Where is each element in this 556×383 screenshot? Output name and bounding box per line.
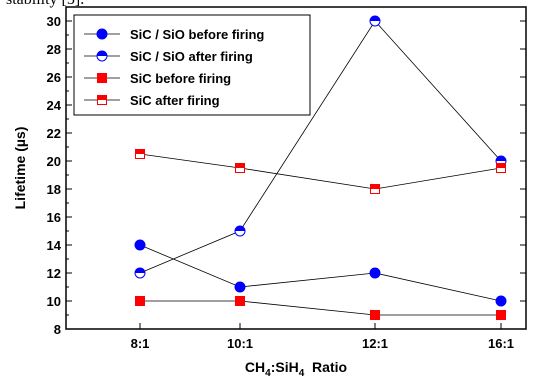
- y-tick-label: 16: [47, 210, 61, 225]
- series-3-point: [496, 310, 506, 320]
- marker-fill-half: [235, 163, 245, 168]
- x-tick-label: 12:1: [362, 336, 388, 351]
- y-tick-label: 26: [47, 70, 61, 85]
- legend: SiC / SiO before firing SiC / SiO after f…: [73, 14, 311, 116]
- series-3-point: [235, 296, 245, 306]
- marker-shape: [370, 310, 380, 320]
- y-axis-title: Lifetime (µs): [12, 127, 28, 210]
- marker-shape: [97, 73, 107, 83]
- marker-shape: [495, 295, 507, 307]
- legend-marker: [97, 73, 107, 83]
- y-tick-label: 22: [47, 126, 61, 141]
- marker-shape: [369, 267, 381, 279]
- x-tick-label: 16:1: [488, 336, 514, 351]
- series-4-point: [370, 184, 380, 194]
- marker-fill-half: [496, 156, 506, 161]
- legend-box: [73, 14, 311, 116]
- legend-marker: [97, 95, 107, 105]
- x-axis-title-tail: Ratio: [304, 359, 347, 375]
- x-tick-label: 8:1: [131, 336, 150, 351]
- y-axis: 8 10 12 14 16 18 20 22 24 26 28 30: [47, 6, 526, 337]
- legend-marker: [96, 28, 108, 40]
- marker-fill-half: [135, 149, 145, 154]
- marker-shape: [96, 28, 108, 40]
- cut-off-caption-text: stability [5].: [6, 0, 84, 9]
- legend-label: SiC before firing: [130, 71, 231, 86]
- series-2-point: [134, 267, 146, 279]
- marker-shape: [135, 296, 145, 306]
- x-axis-title: CH4:SiH4 Ratio: [245, 359, 347, 379]
- y-tick-label: 18: [47, 182, 61, 197]
- marker-fill-half: [97, 95, 107, 100]
- y-tick-label: 10: [47, 294, 61, 309]
- x-axis-title-main: CH: [245, 359, 265, 375]
- marker-fill-half: [135, 268, 145, 273]
- series-3-point: [135, 296, 145, 306]
- y-tick-label: 28: [47, 42, 61, 57]
- series-line-4: [139, 153, 502, 190]
- series-4-point: [235, 163, 245, 173]
- y-tick-label: 20: [47, 154, 61, 169]
- series-layer: [134, 15, 507, 320]
- legend-label: SiC after firing: [130, 93, 220, 108]
- series-2-point: [369, 15, 381, 27]
- series-4-point: [135, 149, 145, 159]
- y-tick-label: 24: [47, 98, 62, 113]
- series-1-point: [134, 239, 146, 251]
- y-tick-label: 14: [47, 238, 62, 253]
- x-axis-title-sub2: 4: [299, 368, 305, 379]
- series-line-1: [139, 244, 502, 302]
- marker-shape: [235, 296, 245, 306]
- y-tick-label: 8: [54, 322, 61, 337]
- series-1-point: [369, 267, 381, 279]
- marker-shape: [134, 239, 146, 251]
- marker-shape: [234, 281, 246, 293]
- legend-label: SiC / SiO before firing: [130, 27, 264, 42]
- x-axis-title-mid: :SiH: [271, 359, 299, 375]
- x-axis: 8:1 10:1 12:1 16:1: [131, 323, 514, 351]
- x-tick-label: 10:1: [227, 336, 253, 351]
- legend-marker: [96, 50, 108, 62]
- marker-fill-half: [235, 226, 245, 231]
- plot-frame: [65, 6, 527, 330]
- series-1-point: [234, 281, 246, 293]
- series-4-point: [496, 163, 506, 173]
- series-line-3: [140, 300, 501, 316]
- marker-fill-half: [370, 184, 380, 189]
- marker-fill-half: [97, 51, 107, 56]
- marker-shape: [496, 310, 506, 320]
- y-tick-label: 12: [47, 266, 61, 281]
- series-3-point: [370, 310, 380, 320]
- legend-label: SiC / SiO after firing: [130, 49, 253, 64]
- marker-fill-half: [370, 16, 380, 21]
- series-line-2: [139, 20, 502, 274]
- y-tick-label: 30: [47, 14, 61, 29]
- series-2-point: [234, 225, 246, 237]
- marker-fill-half: [496, 163, 506, 168]
- series-1-point: [495, 295, 507, 307]
- x-axis-title-sub1: 4: [265, 368, 271, 379]
